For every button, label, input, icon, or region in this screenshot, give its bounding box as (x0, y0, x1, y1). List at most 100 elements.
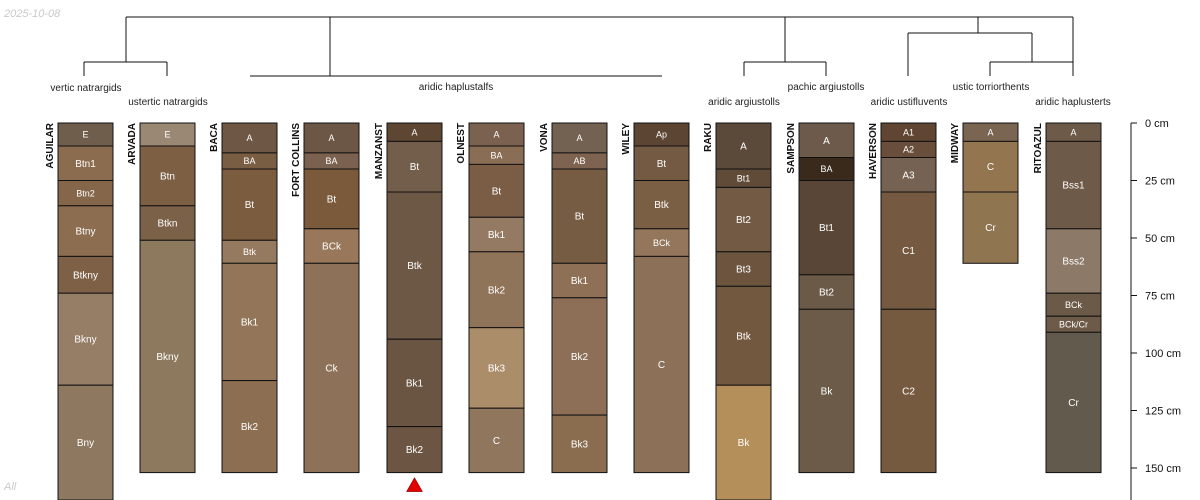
depth-tick-label: 75 cm (1145, 291, 1175, 303)
horizon-label: Btk (243, 247, 257, 257)
horizon-label: Ck (325, 363, 338, 374)
horizon-label: Bk2 (406, 445, 424, 456)
profile-name-wiley: WILEY (621, 123, 632, 155)
horizon-label: Bk2 (571, 352, 589, 363)
horizon-label: Btn2 (76, 188, 95, 198)
depth-tick-label: 125 cm (1145, 406, 1181, 418)
horizon-label: A2 (903, 145, 914, 155)
horizon-manzanst-bk1 (386, 338, 443, 428)
horizon-raku-bt2 (715, 186, 772, 253)
horizon-label: Btk (654, 200, 669, 211)
horizon-label: E (82, 130, 88, 140)
horizon-label: Bt1 (819, 223, 834, 234)
horizon-haverson-c2 (880, 308, 937, 474)
horizon-sampson-a (798, 122, 855, 158)
horizon-label: Bkny (156, 352, 178, 363)
horizon-label: A (823, 136, 830, 147)
horizon-label: Btkny (73, 270, 98, 281)
horizon-aguilar-btn2 (57, 180, 114, 207)
horizon-ritoazul-cr (1045, 331, 1102, 474)
horizon-raku-btk (715, 285, 772, 386)
horizon-label: Bk1 (406, 378, 424, 389)
horizon-label: Bk1 (241, 317, 259, 328)
horizon-label: Bt2 (819, 288, 834, 299)
horizon-label: Cr (1068, 398, 1079, 409)
horizon-label: C (658, 360, 665, 371)
taxon-label-ustic-torriorthents: ustic torriorthents (953, 82, 1030, 93)
horizon-label: E (164, 130, 170, 140)
horizon-label: Btny (75, 227, 95, 238)
horizon-label: BCk (653, 238, 671, 248)
horizon-midway-c (962, 140, 1019, 193)
taxon-label-aridic-argiustolls: aridic argiustolls (708, 97, 780, 108)
horizon-label: A1 (903, 127, 914, 137)
horizon-vona-a (551, 122, 608, 154)
horizon-label: C2 (902, 386, 915, 397)
taxon-label-ustertic-natrargids: ustertic natrargids (128, 97, 207, 108)
footnote: All (4, 481, 17, 493)
depth-tick-label: 150 cm (1145, 463, 1181, 475)
horizon-label: BA (243, 156, 255, 166)
horizon-baca-bk1 (221, 262, 278, 382)
horizon-label: Btn1 (75, 159, 96, 170)
horizon-sampson-bt1 (798, 180, 855, 276)
horizon-fort-collins-bt (303, 168, 360, 230)
horizon-aguilar-bkny (57, 292, 114, 386)
horizon-label: Bss2 (1062, 257, 1085, 268)
horizon-label: Bt2 (736, 215, 751, 226)
profile-name-arvada: ARVADA (127, 123, 138, 165)
profile-name-midway: MIDWAY (950, 123, 961, 164)
profile-name-haverson: HAVERSON (868, 123, 879, 179)
horizon-label: Cr (985, 223, 996, 234)
horizon-midway-cr (962, 191, 1019, 264)
horizon-label: BCk (322, 242, 342, 253)
horizon-label: BCk/Cr (1059, 319, 1088, 329)
taxon-label-vertic-natrargids: vertic natrargids (50, 83, 121, 94)
date-stamp: 2025-10-08 (4, 8, 61, 20)
horizon-vona-bk3 (551, 414, 608, 474)
profile-name-raku: RAKU (703, 123, 714, 152)
horizon-label: Bny (77, 438, 94, 449)
horizon-arvada-bkny (139, 239, 196, 474)
horizon-label: C1 (902, 246, 915, 257)
horizon-sampson-bt2 (798, 274, 855, 310)
horizon-label: A (411, 127, 417, 137)
horizon-label: Bk (738, 438, 751, 449)
horizon-haverson-c1 (880, 191, 937, 310)
horizon-label: BA (490, 150, 502, 160)
horizon-label: Btkn (157, 219, 177, 230)
horizon-label: Bk1 (571, 276, 589, 287)
horizon-wiley-bck (633, 228, 690, 257)
horizon-label: Bt (245, 200, 255, 211)
horizon-label: Bk1 (488, 230, 506, 241)
profile-name-ritoazul: RITOAZUL (1033, 123, 1044, 173)
horizon-label: Btk (407, 261, 422, 272)
horizon-label: Bss1 (1062, 181, 1085, 192)
horizon-manzanst-bk2 (386, 426, 443, 474)
horizon-label: Bt3 (736, 265, 751, 276)
horizon-label: Bk (821, 386, 834, 397)
horizon-baca-a (221, 122, 278, 154)
horizon-label: Bk2 (241, 422, 259, 433)
horizon-label: A (987, 127, 993, 137)
profile-name-sampson: SAMPSON (786, 123, 797, 174)
horizon-vona-bt (551, 168, 608, 264)
horizon-label: A (576, 133, 582, 143)
profile-name-aguilar: AGUILAR (45, 122, 56, 168)
horizon-label: Bt (327, 194, 337, 205)
horizon-fort-collins-bck (303, 228, 360, 264)
horizon-label: A (493, 130, 499, 140)
horizon-arvada-btn (139, 145, 196, 207)
horizon-label: C (987, 162, 994, 173)
horizon-label: Bkny (74, 335, 96, 346)
horizon-aguilar-btny (57, 205, 114, 257)
depth-tick-label: 100 cm (1145, 348, 1181, 360)
depth-tick-label: 0 cm (1145, 118, 1169, 130)
depth-tick-label: 50 cm (1145, 233, 1175, 245)
horizon-vona-bk2 (551, 297, 608, 416)
horizon-label: AB (573, 156, 585, 166)
horizon-label: Bk2 (488, 285, 506, 296)
horizon-label: A (246, 133, 252, 143)
profile-name-vona: VONA (539, 123, 550, 152)
horizon-fort-collins-ck (303, 262, 360, 474)
